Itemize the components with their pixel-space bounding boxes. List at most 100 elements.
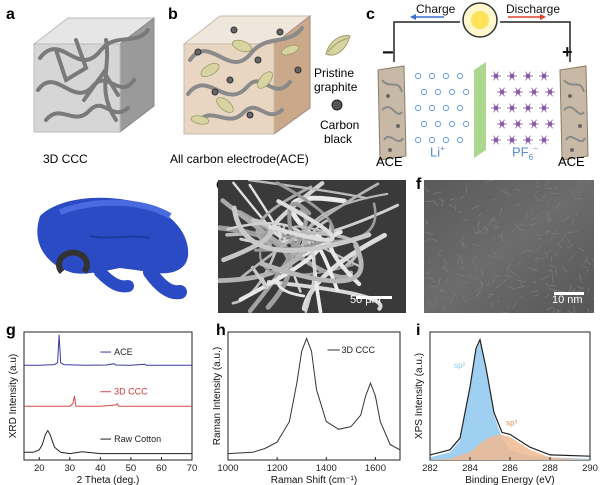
li-ion xyxy=(456,72,464,80)
x-tick-label: 70 xyxy=(187,463,198,474)
x-tick-label: 60 xyxy=(156,463,167,474)
li-ion xyxy=(456,104,464,112)
x-tick-label: 20 xyxy=(34,463,45,474)
series-line-1 xyxy=(24,334,192,366)
pf6-ion xyxy=(507,103,517,113)
panel-a-cube xyxy=(32,16,156,134)
sem-fiber xyxy=(292,225,362,268)
panel-h-label: h xyxy=(216,322,226,339)
pf6-ion xyxy=(513,119,523,129)
legend-carbon-line1: Carbon xyxy=(320,118,360,132)
pf6-ion xyxy=(507,71,517,81)
plot-frame xyxy=(227,331,401,461)
discharge-label: Discharge xyxy=(506,2,561,16)
y-axis-label: XRD Intensity (a.u) xyxy=(8,354,19,438)
series-label-2: sp³ xyxy=(506,418,517,427)
x-tick-label: 1000 xyxy=(217,463,238,474)
series-line-3 xyxy=(24,429,192,455)
pf6-ion xyxy=(545,119,555,129)
series-line-1 xyxy=(227,337,401,455)
li-ion xyxy=(414,104,422,112)
sem-fiber xyxy=(267,199,335,242)
x-axis-label: Raman Shift (cm⁻¹) xyxy=(271,475,357,485)
li-ion xyxy=(420,88,428,96)
sem-fiber xyxy=(327,229,362,287)
li-ion-label: Li+ xyxy=(430,144,445,160)
li-ion xyxy=(434,88,442,96)
envelope-line xyxy=(429,337,591,457)
pf6-ion-label: PF6− xyxy=(512,144,538,162)
pf6-ion xyxy=(545,87,555,97)
pf6-ion xyxy=(539,135,549,145)
graphite-legend-icon xyxy=(325,35,351,56)
series-area-2 xyxy=(430,434,590,460)
panel-b-caption: All carbon electrode(ACE) xyxy=(170,152,309,166)
pf6-ion xyxy=(491,71,501,81)
charge-label: Charge xyxy=(416,2,456,16)
sem-fiber xyxy=(218,232,311,283)
li-ion xyxy=(448,120,456,128)
li-ion xyxy=(420,120,428,128)
pf6-ion xyxy=(491,103,501,113)
sem-fiber xyxy=(250,265,269,289)
pf6-ion xyxy=(523,135,533,145)
series-area-1 xyxy=(430,342,590,460)
li-ion xyxy=(428,136,436,144)
x-tick-label: 288 xyxy=(542,463,558,474)
x-tick-label: 282 xyxy=(422,463,438,474)
x-tick-label: 284 xyxy=(462,463,478,474)
x-tick-label: 30 xyxy=(65,463,76,474)
pf6-ion xyxy=(497,119,507,129)
panel-e-scale-bar xyxy=(356,296,392,299)
li-ion xyxy=(434,120,442,128)
x-tick-label: 286 xyxy=(502,463,518,474)
pf6-ion xyxy=(513,87,523,97)
ace-left-label: ACE xyxy=(376,154,403,169)
panel-c-label: c xyxy=(366,6,375,23)
x-tick-label: 290 xyxy=(582,463,598,474)
legend-label: ACE xyxy=(114,347,133,357)
panel-e-scale-label: 50 μm xyxy=(350,294,381,306)
pf6-ion xyxy=(507,135,517,145)
pf6-ion xyxy=(497,87,507,97)
panel-a-label: a xyxy=(6,6,15,23)
x-axis-label: Binding Energy (eV) xyxy=(465,475,555,485)
li-ion xyxy=(442,104,450,112)
sem-fiber xyxy=(258,243,364,284)
positive-terminal-sign: + xyxy=(562,42,573,62)
panel-e-sem-image xyxy=(218,180,406,313)
legend-label: 3D CCC xyxy=(114,387,148,397)
panel-f-tem-image xyxy=(424,180,594,313)
pf6-ion xyxy=(523,103,533,113)
li-ion xyxy=(442,136,450,144)
x-axis-label: 2 Theta (deg.) xyxy=(77,475,140,485)
raman-chart: 1000 1200 1400 1600 Raman Shift (cm⁻¹) Raman … xyxy=(212,331,401,485)
li-ion xyxy=(462,120,470,128)
sem-fiber xyxy=(311,243,340,313)
sem-fiber xyxy=(266,280,383,311)
pf6-ion xyxy=(529,87,539,97)
li-ion xyxy=(442,72,450,80)
series-label-1: sp² xyxy=(454,361,465,370)
y-axis-label: XPS Intensity (a.u.) xyxy=(414,353,425,439)
panel-b-label: b xyxy=(168,6,178,23)
legend-label: 3D CCC xyxy=(342,345,376,355)
sem-fiber xyxy=(231,205,372,253)
legend-carbon-line2: black xyxy=(324,132,353,146)
sem-fiber xyxy=(247,180,368,200)
x-tick-label: 40 xyxy=(95,463,106,474)
panel-i-label: i xyxy=(416,322,421,339)
legend-label: Raw Cotton xyxy=(114,434,161,444)
xps-chart: sp² sp³ 282 284 286 288 290 Binding Energy (eV)… xyxy=(414,331,598,485)
ace-right-label: ACE xyxy=(558,154,585,169)
panel-d-photo xyxy=(0,176,208,316)
panel-g-label: g xyxy=(6,322,16,339)
panel-a-caption: 3D CCC xyxy=(43,152,88,166)
sem-fiber xyxy=(301,232,387,311)
li-ion xyxy=(428,72,436,80)
pf6-ion xyxy=(491,135,501,145)
panel-f-scale-label: 10 nm xyxy=(552,294,583,306)
li-ion xyxy=(414,136,422,144)
carbon-black-legend-icon xyxy=(331,99,343,111)
sem-fiber xyxy=(301,192,389,255)
